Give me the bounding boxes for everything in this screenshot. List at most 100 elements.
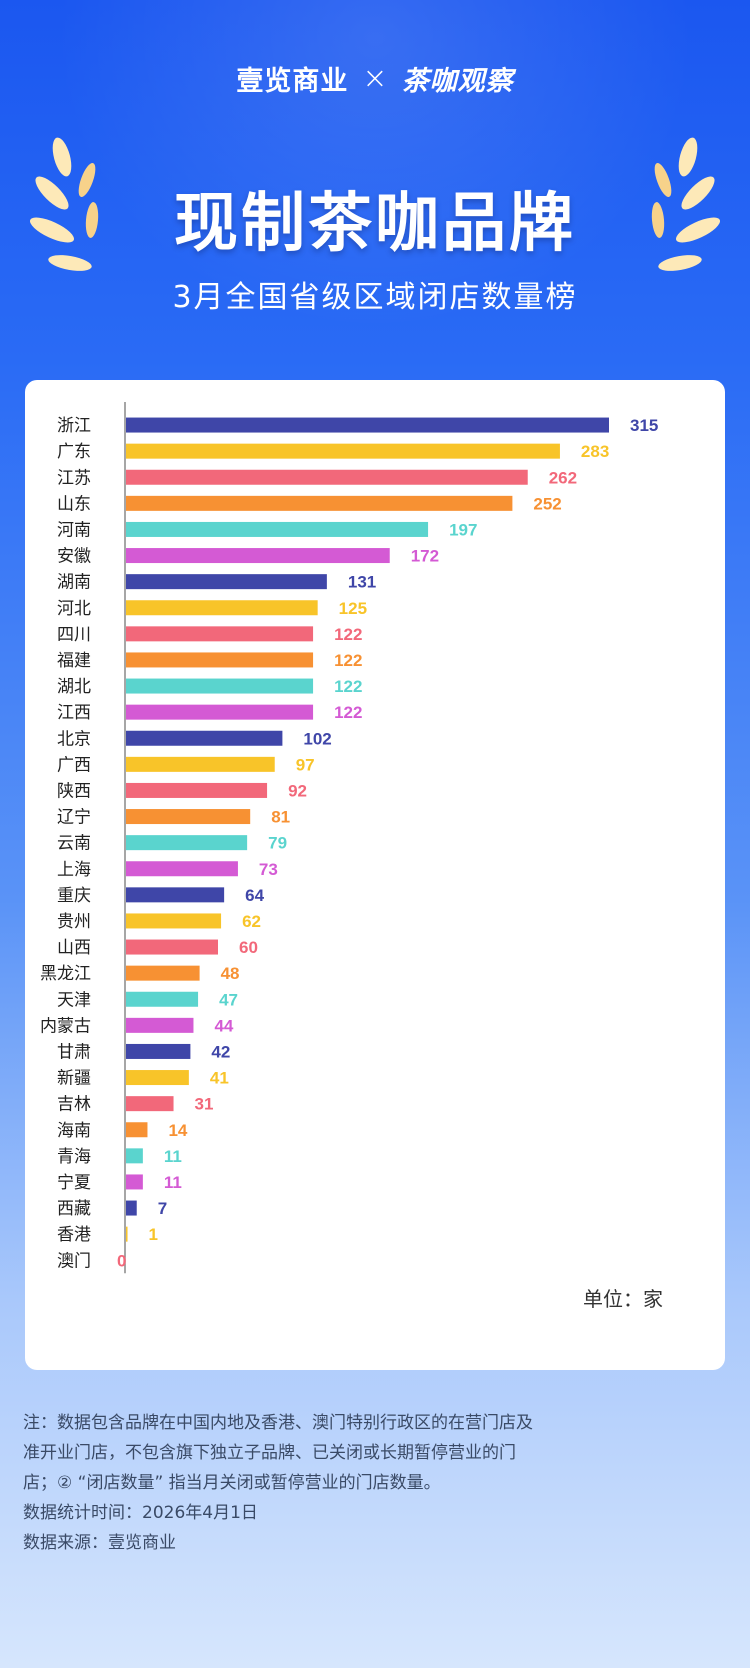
bar xyxy=(126,1043,191,1059)
category-label: 甘肃 xyxy=(57,1042,91,1061)
bar-value-label: 122 xyxy=(334,651,362,670)
bar-value-label: 42 xyxy=(211,1042,230,1061)
bar-value-label: 122 xyxy=(334,677,362,696)
page-subtitle: 3月全国省级区域闭店数量榜 xyxy=(172,280,578,315)
bar xyxy=(126,521,429,537)
bar-value-label: 97 xyxy=(296,755,315,774)
category-label: 宁夏 xyxy=(57,1173,91,1192)
category-label: 北京 xyxy=(57,729,91,748)
page-title: 现制茶咖品牌 xyxy=(174,187,576,261)
bar xyxy=(126,809,251,825)
bar xyxy=(126,730,283,746)
bar-value-label: 102 xyxy=(303,729,331,748)
category-label: 浙江 xyxy=(57,416,91,435)
bar xyxy=(126,965,200,981)
category-label: 重庆 xyxy=(57,886,91,905)
bar xyxy=(126,678,314,694)
chart-card: 浙江 315 广东 283 江苏 262 山东 252 河南 197 安徽 172 湖南 131 河北 125… xyxy=(25,380,725,1370)
bar xyxy=(126,1200,137,1216)
brand-logo-left: 壹览商业 xyxy=(236,65,349,97)
bar xyxy=(126,600,318,616)
bar xyxy=(126,443,560,459)
category-label: 湖南 xyxy=(57,573,91,592)
bar xyxy=(126,1096,174,1112)
brand-logo-right: 茶咖观察 xyxy=(401,65,514,97)
bar-value-label: 7 xyxy=(158,1199,167,1218)
bar-value-label: 262 xyxy=(549,468,577,487)
bar xyxy=(126,704,314,720)
category-label: 福建 xyxy=(57,651,91,670)
brand-cross: × xyxy=(362,60,388,96)
category-label: 河南 xyxy=(57,520,91,539)
category-label: 天津 xyxy=(57,990,91,1009)
category-label: 云南 xyxy=(57,834,91,853)
bar-value-label: 47 xyxy=(219,990,238,1009)
bar-value-label: 172 xyxy=(411,547,439,566)
category-label: 新疆 xyxy=(57,1069,91,1088)
category-label: 上海 xyxy=(57,860,91,879)
unit-label: 单位：家 xyxy=(583,1287,663,1311)
category-label: 香港 xyxy=(57,1225,91,1244)
bar xyxy=(126,1148,143,1164)
category-label: 广西 xyxy=(57,755,91,774)
bar-value-label: 1 xyxy=(149,1225,158,1244)
category-label: 澳门 xyxy=(57,1251,91,1270)
bar-value-label: 79 xyxy=(268,834,287,853)
laurel-left-icon xyxy=(29,137,99,271)
bar-value-label: 252 xyxy=(533,494,561,513)
category-label: 内蒙古 xyxy=(40,1016,91,1035)
category-label: 山西 xyxy=(57,938,91,957)
category-label: 江西 xyxy=(57,703,91,722)
category-label: 黑龙江 xyxy=(40,964,91,983)
bar-value-label: 283 xyxy=(581,442,609,461)
bar xyxy=(126,1226,128,1242)
bar xyxy=(126,1122,148,1138)
category-label: 山东 xyxy=(57,494,91,513)
bar-value-label: 41 xyxy=(210,1069,229,1088)
bar-value-label: 0 xyxy=(117,1251,126,1270)
bar-value-label: 11 xyxy=(164,1147,182,1166)
category-label: 江苏 xyxy=(57,468,91,487)
bar-value-label: 315 xyxy=(630,416,658,435)
bar xyxy=(126,469,528,485)
bar xyxy=(126,782,268,798)
bar-value-label: 81 xyxy=(271,808,290,827)
category-label: 安徽 xyxy=(57,547,91,566)
note-date: 数据统计时间：2026年4月1日 xyxy=(23,1503,258,1523)
bar xyxy=(126,548,390,564)
bar-value-label: 14 xyxy=(168,1121,187,1140)
category-label: 陕西 xyxy=(57,781,91,800)
bar-value-label: 131 xyxy=(348,573,376,592)
category-label: 吉林 xyxy=(57,1095,91,1114)
category-label: 辽宁 xyxy=(57,808,91,827)
bar xyxy=(126,417,609,433)
bar-value-label: 44 xyxy=(214,1016,233,1035)
brand-bar: 壹览商业 × 茶咖观察 xyxy=(0,58,750,98)
bar xyxy=(126,991,199,1007)
bar xyxy=(126,495,513,511)
bar-value-label: 31 xyxy=(195,1095,214,1114)
bar xyxy=(126,1017,194,1033)
category-label: 贵州 xyxy=(57,912,91,931)
bar-value-label: 11 xyxy=(164,1173,182,1192)
header-background xyxy=(0,0,750,380)
bar xyxy=(126,1070,189,1086)
note-source: 数据来源：壹览商业 xyxy=(23,1533,176,1553)
category-label: 西藏 xyxy=(57,1199,91,1218)
bar-value-label: 62 xyxy=(242,912,261,931)
bar xyxy=(126,652,314,668)
category-label: 广东 xyxy=(57,442,91,461)
note-definition: 注：数据包含品牌在中国内地及香港、澳门特别行政区的在营门店及准开业门店，不包含旗… xyxy=(23,1413,533,1493)
bar xyxy=(126,756,275,772)
category-label: 四川 xyxy=(57,625,91,644)
category-label: 海南 xyxy=(57,1121,91,1140)
bar xyxy=(126,626,314,642)
bar xyxy=(126,913,222,929)
bar xyxy=(126,861,238,877)
bar xyxy=(126,835,248,851)
bar xyxy=(126,1174,143,1190)
bar-value-label: 125 xyxy=(339,599,367,618)
bar xyxy=(126,574,327,590)
bar-value-label: 122 xyxy=(334,703,362,722)
